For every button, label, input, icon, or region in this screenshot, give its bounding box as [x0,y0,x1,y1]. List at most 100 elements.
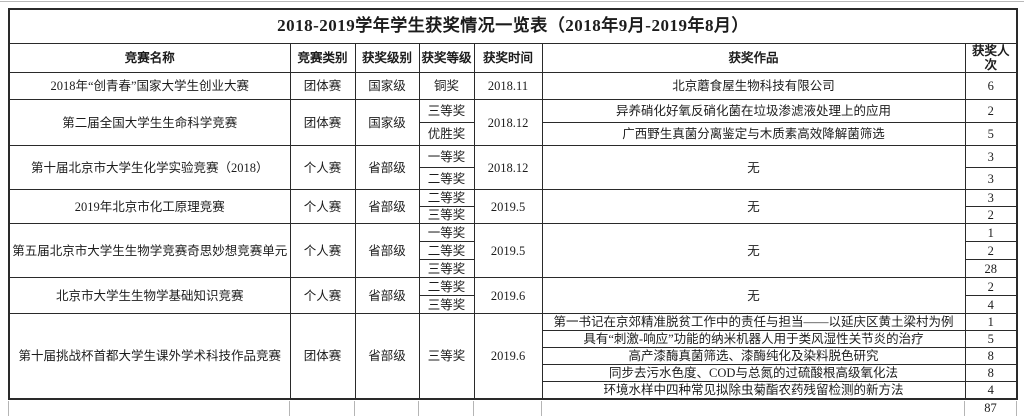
table-row: 优胜奖 广西野生真菌分离鉴定与木质素高效降解菌筛选 5 [9,122,1018,147]
empty-cell [289,401,355,416]
table-row: 2019年北京市化工原理竞赛 个人赛 省部级 二等奖 2019.5 无 3 [8,189,1018,225]
award-count: 2 [964,241,1018,261]
table-row: 具有“刺激-响应”功能的纳米机器人用于类风湿性关节炎的治疗 5 [9,330,1018,349]
competition-name: 第十届挑战杯首都大学生课外学术科技作品竞赛 [8,313,291,400]
award-count: 6 [964,72,1018,101]
col-header-award-time: 获奖时间 [473,42,543,74]
competition-type: 个人赛 [289,223,356,279]
page-title: 2018-2019学年学生获奖情况一览表（2018年9月-2019年8月） [8,8,1018,44]
col-header-competition-name: 竞赛名称 [8,42,291,74]
award-grade: 二等奖 [418,167,475,191]
award-grade: 三等奖 [418,313,475,400]
award-count: 2 [964,206,1018,225]
table-row: 2018年“创青春”国家大学生创业大赛 团体赛 国家级 铜奖 2018.11 北… [8,72,1018,101]
col-header-competition-type: 竞赛类别 [289,42,356,74]
award-count: 4 [964,381,1018,400]
table-row: 三等奖 28 [9,259,1018,279]
competition-type: 团体赛 [289,313,356,400]
award-grade: 铜奖 [418,72,475,101]
competition-type: 团体赛 [289,72,356,101]
competition-name: 2019年北京市化工原理竞赛 [8,189,291,225]
award-count: 28 [964,259,1018,279]
award-time: 2018.11 [473,72,543,101]
table-row: 北京市大学生生物学基础知识竞赛 个人赛 省部级 二等奖 2019.6 无 2 [8,277,1018,315]
award-time: 2019.6 [473,277,543,315]
award-count: 3 [964,145,1018,169]
empty-cell [418,401,474,416]
award-count: 1 [964,223,1018,243]
award-count: 8 [964,364,1018,383]
award-count: 5 [964,122,1018,147]
award-level: 省部级 [354,277,420,315]
award-count: 2 [964,277,1018,297]
competition-type: 个人赛 [289,189,356,225]
table-row: 第十届北京市大学生化学实验竞赛（2018） 个人赛 省部级 一等奖 2018.1… [8,145,1018,191]
top-gridline-artifact [0,1,1024,2]
award-work: 具有“刺激-响应”功能的纳米机器人用于类风湿性关节炎的治疗 [541,330,966,349]
award-count: 8 [964,347,1018,366]
award-count: 5 [964,330,1018,349]
empty-cell [8,401,290,416]
award-count: 2 [964,99,1018,124]
award-level: 国家级 [354,72,420,101]
award-work: 同步去污水色度、COD与总氮的过硫酸根高级氧化法 [541,364,966,383]
table-row: 第十届挑战杯首都大学生课外学术科技作品竞赛 团体赛 省部级 三等奖 2019.6… [8,313,1018,400]
table-row: 第二届全国大学生生命科学竞赛 团体赛 国家级 三等奖 2018.12 异养硝化好… [8,99,1018,147]
award-grade: 三等奖 [418,295,475,315]
award-level: 省部级 [354,313,420,400]
award-grade: 三等奖 [418,206,475,225]
award-work: 高产漆酶真菌筛选、漆酶纯化及染料脱色研究 [541,347,966,366]
award-time: 2018.12 [473,145,543,191]
award-level: 国家级 [354,99,420,147]
award-level: 省部级 [354,189,420,225]
award-grade: 三等奖 [418,259,475,279]
award-grade: 二等奖 [418,277,475,297]
award-time: 2019.5 [473,223,543,279]
award-count: 3 [964,189,1018,208]
table-row: 87 [8,401,1017,416]
col-header-award-grade: 获奖等级 [418,42,475,74]
table-row: 三等奖 4 [9,295,1018,315]
competition-name: 第五届北京市大学生生物学竞赛奇思妙想竞赛单元 [8,223,291,279]
table-row: 环境水样中四种常见拟除虫菊酯农药残留检测的新方法 4 [9,381,1018,400]
competition-name: 北京市大学生生物学基础知识竞赛 [8,277,291,315]
col-header-award-level: 获奖级别 [354,42,420,74]
competition-type: 团体赛 [289,99,356,147]
table-row: 第五届北京市大学生生物学竞赛奇思妙想竞赛单元 个人赛 省部级 一等奖 2019.… [8,223,1018,279]
empty-cell [354,401,419,416]
competition-name: 第十届北京市大学生化学实验竞赛（2018） [8,145,291,191]
award-work: 无 [541,223,966,279]
award-level: 省部级 [354,145,420,191]
table-row: 高产漆酶真菌筛选、漆酶纯化及染料脱色研究 8 [9,347,1018,366]
award-time: 2019.6 [473,313,543,400]
award-work: 无 [541,277,966,315]
empty-cell [473,401,542,416]
competition-name: 2018年“创青春”国家大学生创业大赛 [8,72,291,101]
award-work: 环境水样中四种常见拟除虫菊酯农药残留检测的新方法 [541,381,966,400]
total-row-table: 87 [8,401,1017,416]
award-level: 省部级 [354,223,420,279]
award-grade: 三等奖 [418,99,475,124]
award-grade: 二等奖 [418,189,475,208]
award-time: 2019.5 [473,189,543,225]
table-row: 同步去污水色度、COD与总氮的过硫酸根高级氧化法 8 [9,364,1018,383]
award-grade: 二等奖 [418,241,475,261]
award-count: 1 [964,313,1018,332]
award-count: 3 [964,167,1018,191]
total-award-count: 87 [964,401,1017,416]
competition-type: 个人赛 [289,145,356,191]
empty-cell [541,401,965,416]
award-grade: 一等奖 [418,223,475,243]
award-work: 异养硝化好氧反硝化菌在垃圾渗滤液处理上的应用 [541,99,966,124]
award-work: 广西野生真菌分离鉴定与木质素高效降解菌筛选 [541,122,966,147]
awards-table: 2018-2019学年学生获奖情况一览表（2018年9月-2019年8月） 竞赛… [8,8,1019,400]
award-work: 第一书记在京郊精准脱贫工作中的责任与担当——以延庆区黄土梁村为例 [541,313,966,332]
competition-type: 个人赛 [289,277,356,315]
award-grade: 优胜奖 [418,122,475,147]
award-count: 4 [964,295,1018,315]
award-work: 无 [541,145,966,191]
award-work: 北京蘑食屋生物科技有限公司 [541,72,966,101]
col-header-award-work: 获奖作品 [541,42,966,74]
award-work: 无 [541,189,966,225]
